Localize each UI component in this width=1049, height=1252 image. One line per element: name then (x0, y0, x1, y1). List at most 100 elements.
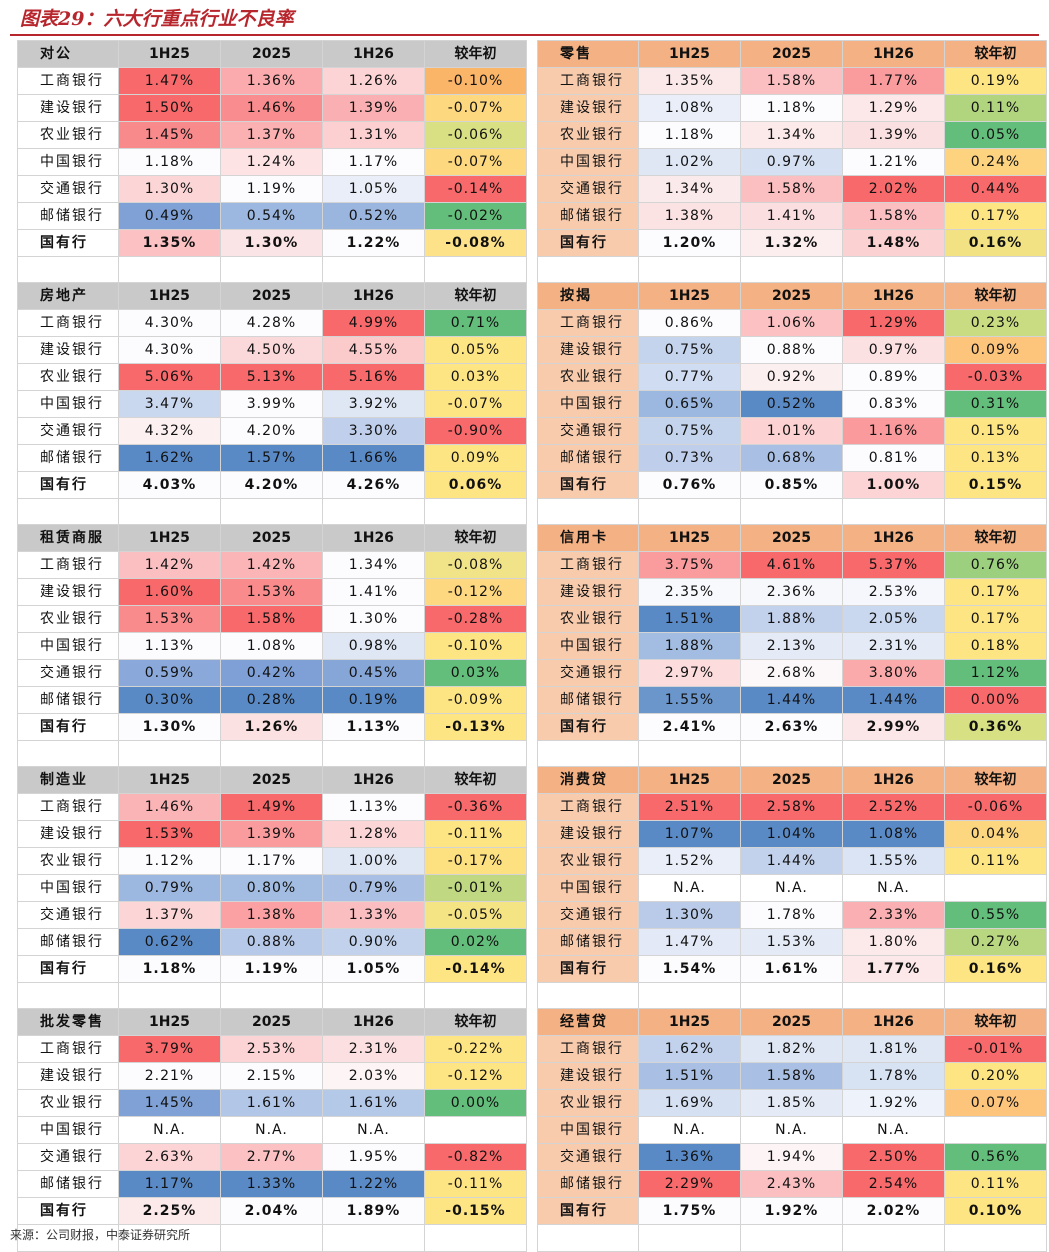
header-row: 对公 1H25 2025 1H26 较年初 (17, 40, 528, 68)
value-cell: 0.75% (637, 417, 741, 445)
spacer-cell (117, 498, 221, 526)
value-cell: 1.39% (841, 121, 945, 149)
value-cell: 1.00% (841, 471, 945, 499)
spacer-cell (943, 1224, 1048, 1252)
value-cell: 0.49% (117, 202, 221, 230)
bank-name-cell: 交通银行 (537, 659, 639, 687)
spacer-cell (943, 498, 1048, 526)
table-manufacturing: 制造业 1H25 2025 1H26 较年初 工商银行 1.46% 1.49% 1.13% -0.… (17, 766, 528, 1010)
value-cell: 2.33% (841, 901, 945, 929)
bank-name-cell: 工商银行 (17, 551, 119, 579)
value-cell: 1.01% (739, 417, 843, 445)
column-header: 2025 (219, 282, 323, 310)
spacer-cell (739, 256, 843, 284)
table-mortgage: 按揭 1H25 2025 1H26 较年初 工商银行 0.86% 1.06% 1.29% 0.23… (537, 282, 1048, 526)
table-row: 农业银行 1.52% 1.44% 1.55% 0.11% (537, 847, 1048, 875)
table-row: 农业银行 5.06% 5.13% 5.16% 0.03% (17, 363, 528, 391)
bank-name-cell: 交通银行 (537, 901, 639, 929)
spacer-cell (423, 1224, 528, 1252)
value-cell: 1.53% (117, 820, 221, 848)
value-cell: 1.35% (637, 67, 741, 95)
value-cell: 1.12% (943, 659, 1048, 687)
value-cell: 5.16% (321, 363, 425, 391)
value-cell (423, 1116, 528, 1144)
value-cell: 1.17% (219, 847, 323, 875)
header-row: 房地产 1H25 2025 1H26 较年初 (17, 282, 528, 310)
value-cell: 2.68% (739, 659, 843, 687)
value-cell: 0.52% (739, 390, 843, 418)
table-retail: 零售 1H25 2025 1H26 较年初 工商银行 1.35% 1.58% 1.77% 0.19… (537, 40, 1048, 284)
table-row: 中国银行 N.A. N.A. N.A. (537, 874, 1048, 902)
bank-name-cell: 农业银行 (537, 1089, 639, 1117)
column-header: 较年初 (943, 40, 1048, 68)
value-cell: 0.27% (943, 928, 1048, 956)
bank-name-cell: 工商银行 (17, 793, 119, 821)
column-header: 1H25 (637, 282, 741, 310)
value-cell: -0.12% (423, 578, 528, 606)
value-cell: 0.09% (943, 336, 1048, 364)
value-cell: 1.48% (841, 229, 945, 257)
value-cell: 1.28% (321, 820, 425, 848)
bank-name-cell: 工商银行 (537, 1035, 639, 1063)
value-cell (943, 1116, 1048, 1144)
bank-name-cell: 国有行 (537, 471, 639, 499)
header-row: 信用卡 1H25 2025 1H26 较年初 (537, 524, 1048, 552)
title-rule (10, 34, 1039, 36)
column-header: 1H25 (117, 1008, 221, 1036)
category-header: 对公 (17, 40, 119, 68)
bank-name-cell: 邮储银行 (537, 1170, 639, 1198)
value-cell: 0.03% (423, 363, 528, 391)
value-cell: 4.50% (219, 336, 323, 364)
value-cell: 0.68% (739, 444, 843, 472)
value-cell: 1.22% (321, 1170, 425, 1198)
spacer-cell (739, 498, 843, 526)
column-header: 2025 (219, 1008, 323, 1036)
column-header: 1H25 (637, 524, 741, 552)
spacer-cell (219, 982, 323, 1010)
value-cell: N.A. (739, 874, 843, 902)
value-cell: 1.66% (321, 444, 425, 472)
spacer-row (537, 740, 1048, 768)
value-cell: -0.08% (423, 551, 528, 579)
table-row: 工商银行 1.42% 1.42% 1.34% -0.08% (17, 551, 528, 579)
value-cell: 2.52% (841, 793, 945, 821)
value-cell: 0.15% (943, 417, 1048, 445)
spacer-cell (637, 740, 741, 768)
bank-name-cell: 中国银行 (17, 148, 119, 176)
value-cell: 2.15% (219, 1062, 323, 1090)
total-row: 国有行 1.18% 1.19% 1.05% -0.14% (17, 955, 528, 983)
bank-name-cell: 交通银行 (17, 417, 119, 445)
value-cell: -0.07% (423, 390, 528, 418)
spacer-cell (841, 740, 945, 768)
value-cell: 1.18% (637, 121, 741, 149)
value-cell: 1.12% (117, 847, 221, 875)
table-row: 农业银行 1.18% 1.34% 1.39% 0.05% (537, 121, 1048, 149)
value-cell: 0.03% (423, 659, 528, 687)
value-cell: 0.55% (943, 901, 1048, 929)
column-header: 1H25 (637, 40, 741, 68)
value-cell: N.A. (739, 1116, 843, 1144)
column-header: 较年初 (423, 40, 528, 68)
bank-name-cell: 交通银行 (17, 175, 119, 203)
total-row: 国有行 1.54% 1.61% 1.77% 0.16% (537, 955, 1048, 983)
value-cell: 1.13% (321, 793, 425, 821)
value-cell: 0.17% (943, 578, 1048, 606)
value-cell: 1.19% (219, 955, 323, 983)
value-cell: 2.43% (739, 1170, 843, 1198)
value-cell: 1.92% (841, 1089, 945, 1117)
bank-name-cell: 邮储银行 (537, 202, 639, 230)
bank-name-cell: 中国银行 (537, 390, 639, 418)
bank-name-cell: 邮储银行 (537, 928, 639, 956)
table-row: 农业银行 1.12% 1.17% 1.00% -0.17% (17, 847, 528, 875)
value-cell: 1.29% (841, 94, 945, 122)
table-row: 交通银行 1.36% 1.94% 2.50% 0.56% (537, 1143, 1048, 1171)
header-row: 消费贷 1H25 2025 1H26 较年初 (537, 766, 1048, 794)
bank-name-cell: 建设银行 (17, 1062, 119, 1090)
value-cell: 4.26% (321, 471, 425, 499)
value-cell: 0.30% (117, 686, 221, 714)
value-cell: 0.89% (841, 363, 945, 391)
value-cell: -0.90% (423, 417, 528, 445)
value-cell: 2.51% (637, 793, 741, 821)
category-header: 经营贷 (537, 1008, 639, 1036)
bank-name-cell: 建设银行 (537, 336, 639, 364)
